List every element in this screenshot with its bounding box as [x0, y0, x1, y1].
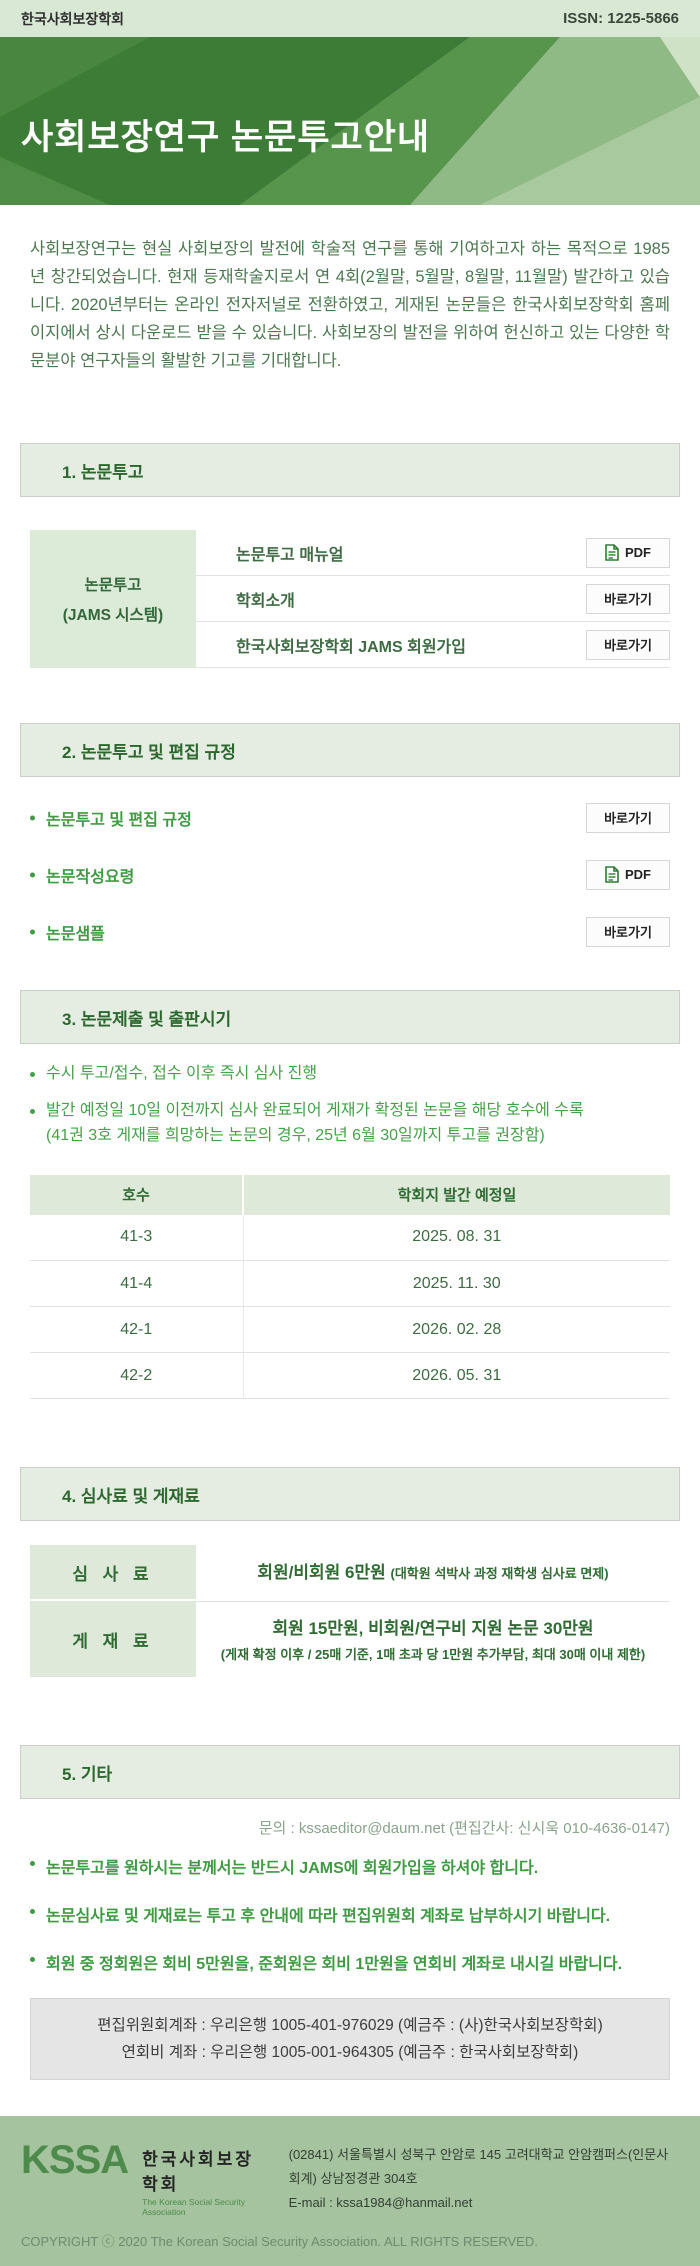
- email-line: E-mail : kssa1984@hanmail.net: [288, 2195, 473, 2211]
- date-cell: 2026. 05. 31: [243, 1352, 670, 1400]
- table-row: 심 사 료 회원/비회원 6만원 (대학원 석박사 과정 재학생 심사료 면제): [30, 1545, 670, 1602]
- fee-main-text: 회원/비회원 6만원 (대학원 석박사 과정 재학생 심사료 면제): [257, 1560, 608, 1586]
- bullet-item: 회원 중 정회원은 회비 5만원을, 준회원은 회비 1만원을 연회비 계좌로 …: [30, 1950, 670, 1974]
- table-row: 한국사회보장학회 JAMS 회원가입 바로가기: [196, 622, 670, 669]
- pdf-button[interactable]: PDF: [586, 537, 670, 568]
- table-row: 논문투고 매뉴얼 PDF: [196, 530, 670, 577]
- section-heading-3: 3. 논문제출 및 출판시기: [20, 990, 680, 1045]
- banner-art: [0, 37, 700, 205]
- copyright-line: COPYRIGHT ⓒ 2020 The Korean Social Secur…: [21, 2234, 538, 2250]
- account-line-membership: 연회비 계좌 : 우리은행 1005-001-964305 (예금주 : 한국사…: [121, 2044, 579, 2062]
- hero-banner: 사회보장연구 논문투고안내: [0, 37, 700, 205]
- jams-side-line1: 논문투고: [84, 577, 142, 595]
- button-label: 바로가기: [604, 925, 652, 941]
- schedule-bullets: 수시 투고/접수, 접수 이후 즉시 심사 진행 발간 예정일 10일 이전까지…: [30, 1062, 670, 1148]
- kssa-logo: KSSA: [21, 2138, 129, 2183]
- item-label: 논문샘플: [30, 920, 105, 944]
- org-name-english: The Korean Social Security Association: [142, 2197, 246, 2218]
- footer-top: KSSA 한국사회보장학회 The Korean Social Security…: [21, 2138, 679, 2217]
- bullet-item: 논문심사료 및 게재료는 투고 후 안내에 따라 편집위원회 계좌로 납부하시기…: [30, 1902, 670, 1926]
- contact-info: 문의 : kssaeditor@daum.net (편집간사: 신시욱 010-…: [258, 1820, 670, 1838]
- date-cell: 2025. 11. 30: [243, 1260, 670, 1308]
- table-row: 게 재 료 회원 15만원, 비회원/연구비 지원 논문 30만원 (게재 확정…: [30, 1601, 670, 1678]
- table-row: 41-4 2025. 11. 30: [30, 1260, 670, 1308]
- section-heading-5: 5. 기타: [20, 1745, 680, 1800]
- fee-label-review: 심 사 료: [30, 1545, 196, 1602]
- issue-cell: 42-2: [30, 1352, 244, 1400]
- list-item: 논문투고 및 편집 규정 바로가기: [30, 789, 670, 846]
- footer: KSSA 한국사회보장학회 The Korean Social Security…: [0, 2116, 700, 2266]
- bank-account-box: 편집위원회계좌 : 우리은행 1005-401-976029 (예금주 : (사…: [30, 1998, 670, 2081]
- section-heading-4: 4. 심사료 및 게재료: [20, 1467, 680, 1522]
- button-label: 바로가기: [604, 811, 652, 827]
- section-heading-1: 1. 논문투고: [20, 443, 680, 498]
- address-line: (02841) 서울특별시 성북구 안암로 145 고려대학교 안암캠퍼스(인문…: [288, 2147, 669, 2187]
- go-button[interactable]: 바로가기: [586, 629, 670, 660]
- org-name-korean: 한국사회보장학회: [142, 2150, 254, 2195]
- fee-value-review: 회원/비회원 6만원 (대학원 석박사 과정 재학생 심사료 면제): [196, 1545, 670, 1601]
- document-icon: [605, 866, 619, 884]
- go-button[interactable]: 바로가기: [586, 916, 670, 947]
- etc-bullets: 논문투고를 원하시는 분께서는 반드시 JAMS에 회원가입을 하셔야 합니다.…: [30, 1854, 670, 1974]
- page-title: 사회보장연구 논문투고안내: [21, 118, 431, 157]
- fee-amount: 회원 15만원, 비회원/연구비 지원 논문 30만원: [272, 1619, 594, 1639]
- button-label: 바로가기: [604, 638, 652, 654]
- jams-side-line2: (JAMS 시스템): [62, 607, 164, 625]
- regulation-list: 논문투고 및 편집 규정 바로가기 논문작성요령 PDF 논문샘플 바로가기: [30, 789, 670, 960]
- date-cell: 2026. 02. 28: [243, 1306, 670, 1354]
- fee-table: 심 사 료 회원/비회원 6만원 (대학원 석박사 과정 재학생 심사료 면제)…: [30, 1545, 670, 1678]
- go-button[interactable]: 바로가기: [586, 802, 670, 833]
- issue-cell: 41-4: [30, 1260, 244, 1308]
- row-label: 학회소개: [236, 592, 295, 610]
- go-button[interactable]: 바로가기: [586, 583, 670, 614]
- address-block: (02841) 서울특별시 성북구 안암로 145 고려대학교 안암캠퍼스(인문…: [289, 2142, 679, 2215]
- table-row: 41-3 2025. 08. 31: [30, 1214, 670, 1262]
- top-bar: 한국사회보장학회 ISSN: 1225-5866: [0, 0, 700, 37]
- list-item: 논문샘플 바로가기: [30, 903, 670, 960]
- org-block: 한국사회보장학회 The Korean Social Security Asso…: [142, 2142, 256, 2217]
- jams-rows: 논문투고 매뉴얼 PDF 학회소개 바로가기 한국사회보장학회 JAMS 회원가…: [196, 530, 670, 669]
- bullet-item: 논문투고를 원하시는 분께서는 반드시 JAMS에 회원가입을 하셔야 합니다.: [30, 1854, 670, 1878]
- list-item: 논문작성요령 PDF: [30, 846, 670, 903]
- button-label: PDF: [625, 545, 651, 561]
- table-row: 42-1 2026. 02. 28: [30, 1306, 670, 1354]
- fee-amount: 회원/비회원 6만원: [257, 1563, 386, 1583]
- bullet-item: 발간 예정일 10일 이전까지 심사 완료되어 게재가 확정된 논문을 해당 호…: [30, 1099, 670, 1149]
- publication-date-table: 호수 학회지 발간 예정일 41-3 2025. 08. 31 41-4 202…: [30, 1174, 670, 1400]
- section-heading-2: 2. 논문투고 및 편집 규정: [20, 723, 680, 778]
- document-icon: [605, 544, 619, 562]
- fee-note: (대학원 석박사 과정 재학생 심사료 면제): [390, 1566, 609, 1582]
- row-label: 한국사회보장학회 JAMS 회원가입: [236, 638, 466, 656]
- fee-note: (게재 확정 이후 / 25매 기준, 1매 초과 당 1만원 추가부담, 최대…: [220, 1646, 646, 1662]
- bullet-item: 수시 투고/접수, 접수 이후 즉시 심사 진행: [30, 1062, 670, 1087]
- society-name: 한국사회보장학회: [21, 10, 125, 27]
- column-header-date: 학회지 발간 예정일: [243, 1174, 670, 1215]
- column-header-issue: 호수: [30, 1174, 244, 1215]
- jams-side-cell: 논문투고 (JAMS 시스템): [30, 530, 196, 669]
- issue-cell: 42-1: [30, 1306, 244, 1354]
- table-row: 학회소개 바로가기: [196, 576, 670, 623]
- issue-cell: 41-3: [30, 1214, 244, 1262]
- intro-paragraph: 사회보장연구는 현실 사회보장의 발전에 학술적 연구를 통해 기여하고자 하는…: [30, 240, 670, 371]
- date-cell: 2025. 08. 31: [243, 1214, 670, 1262]
- jams-table: 논문투고 (JAMS 시스템) 논문투고 매뉴얼 PDF 학회소개 바로가기 한…: [30, 530, 670, 669]
- account-line-editorial: 편집위원회계좌 : 우리은행 1005-401-976029 (예금주 : (사…: [97, 2017, 603, 2035]
- fee-value-publish: 회원 15만원, 비회원/연구비 지원 논문 30만원 (게재 확정 이후 / …: [196, 1601, 670, 1677]
- button-label: PDF: [625, 867, 651, 883]
- fee-label-publish: 게 재 료: [30, 1601, 196, 1678]
- item-label: 논문투고 및 편집 규정: [30, 806, 192, 830]
- bullet-subtext: (41권 3호 게재를 희망하는 논문의 경우, 25년 6월 30일까지 투고…: [46, 1126, 545, 1144]
- issn-label: ISSN: 1225-5866: [563, 10, 679, 27]
- pdf-button[interactable]: PDF: [586, 859, 670, 890]
- item-label: 논문작성요령: [30, 863, 134, 887]
- row-label: 논문투고 매뉴얼: [236, 546, 344, 564]
- button-label: 바로가기: [604, 592, 652, 608]
- bullet-text: 발간 예정일 10일 이전까지 심사 완료되어 게재가 확정된 논문을 해당 호…: [46, 1102, 584, 1120]
- table-row: 42-2 2026. 05. 31: [30, 1352, 670, 1400]
